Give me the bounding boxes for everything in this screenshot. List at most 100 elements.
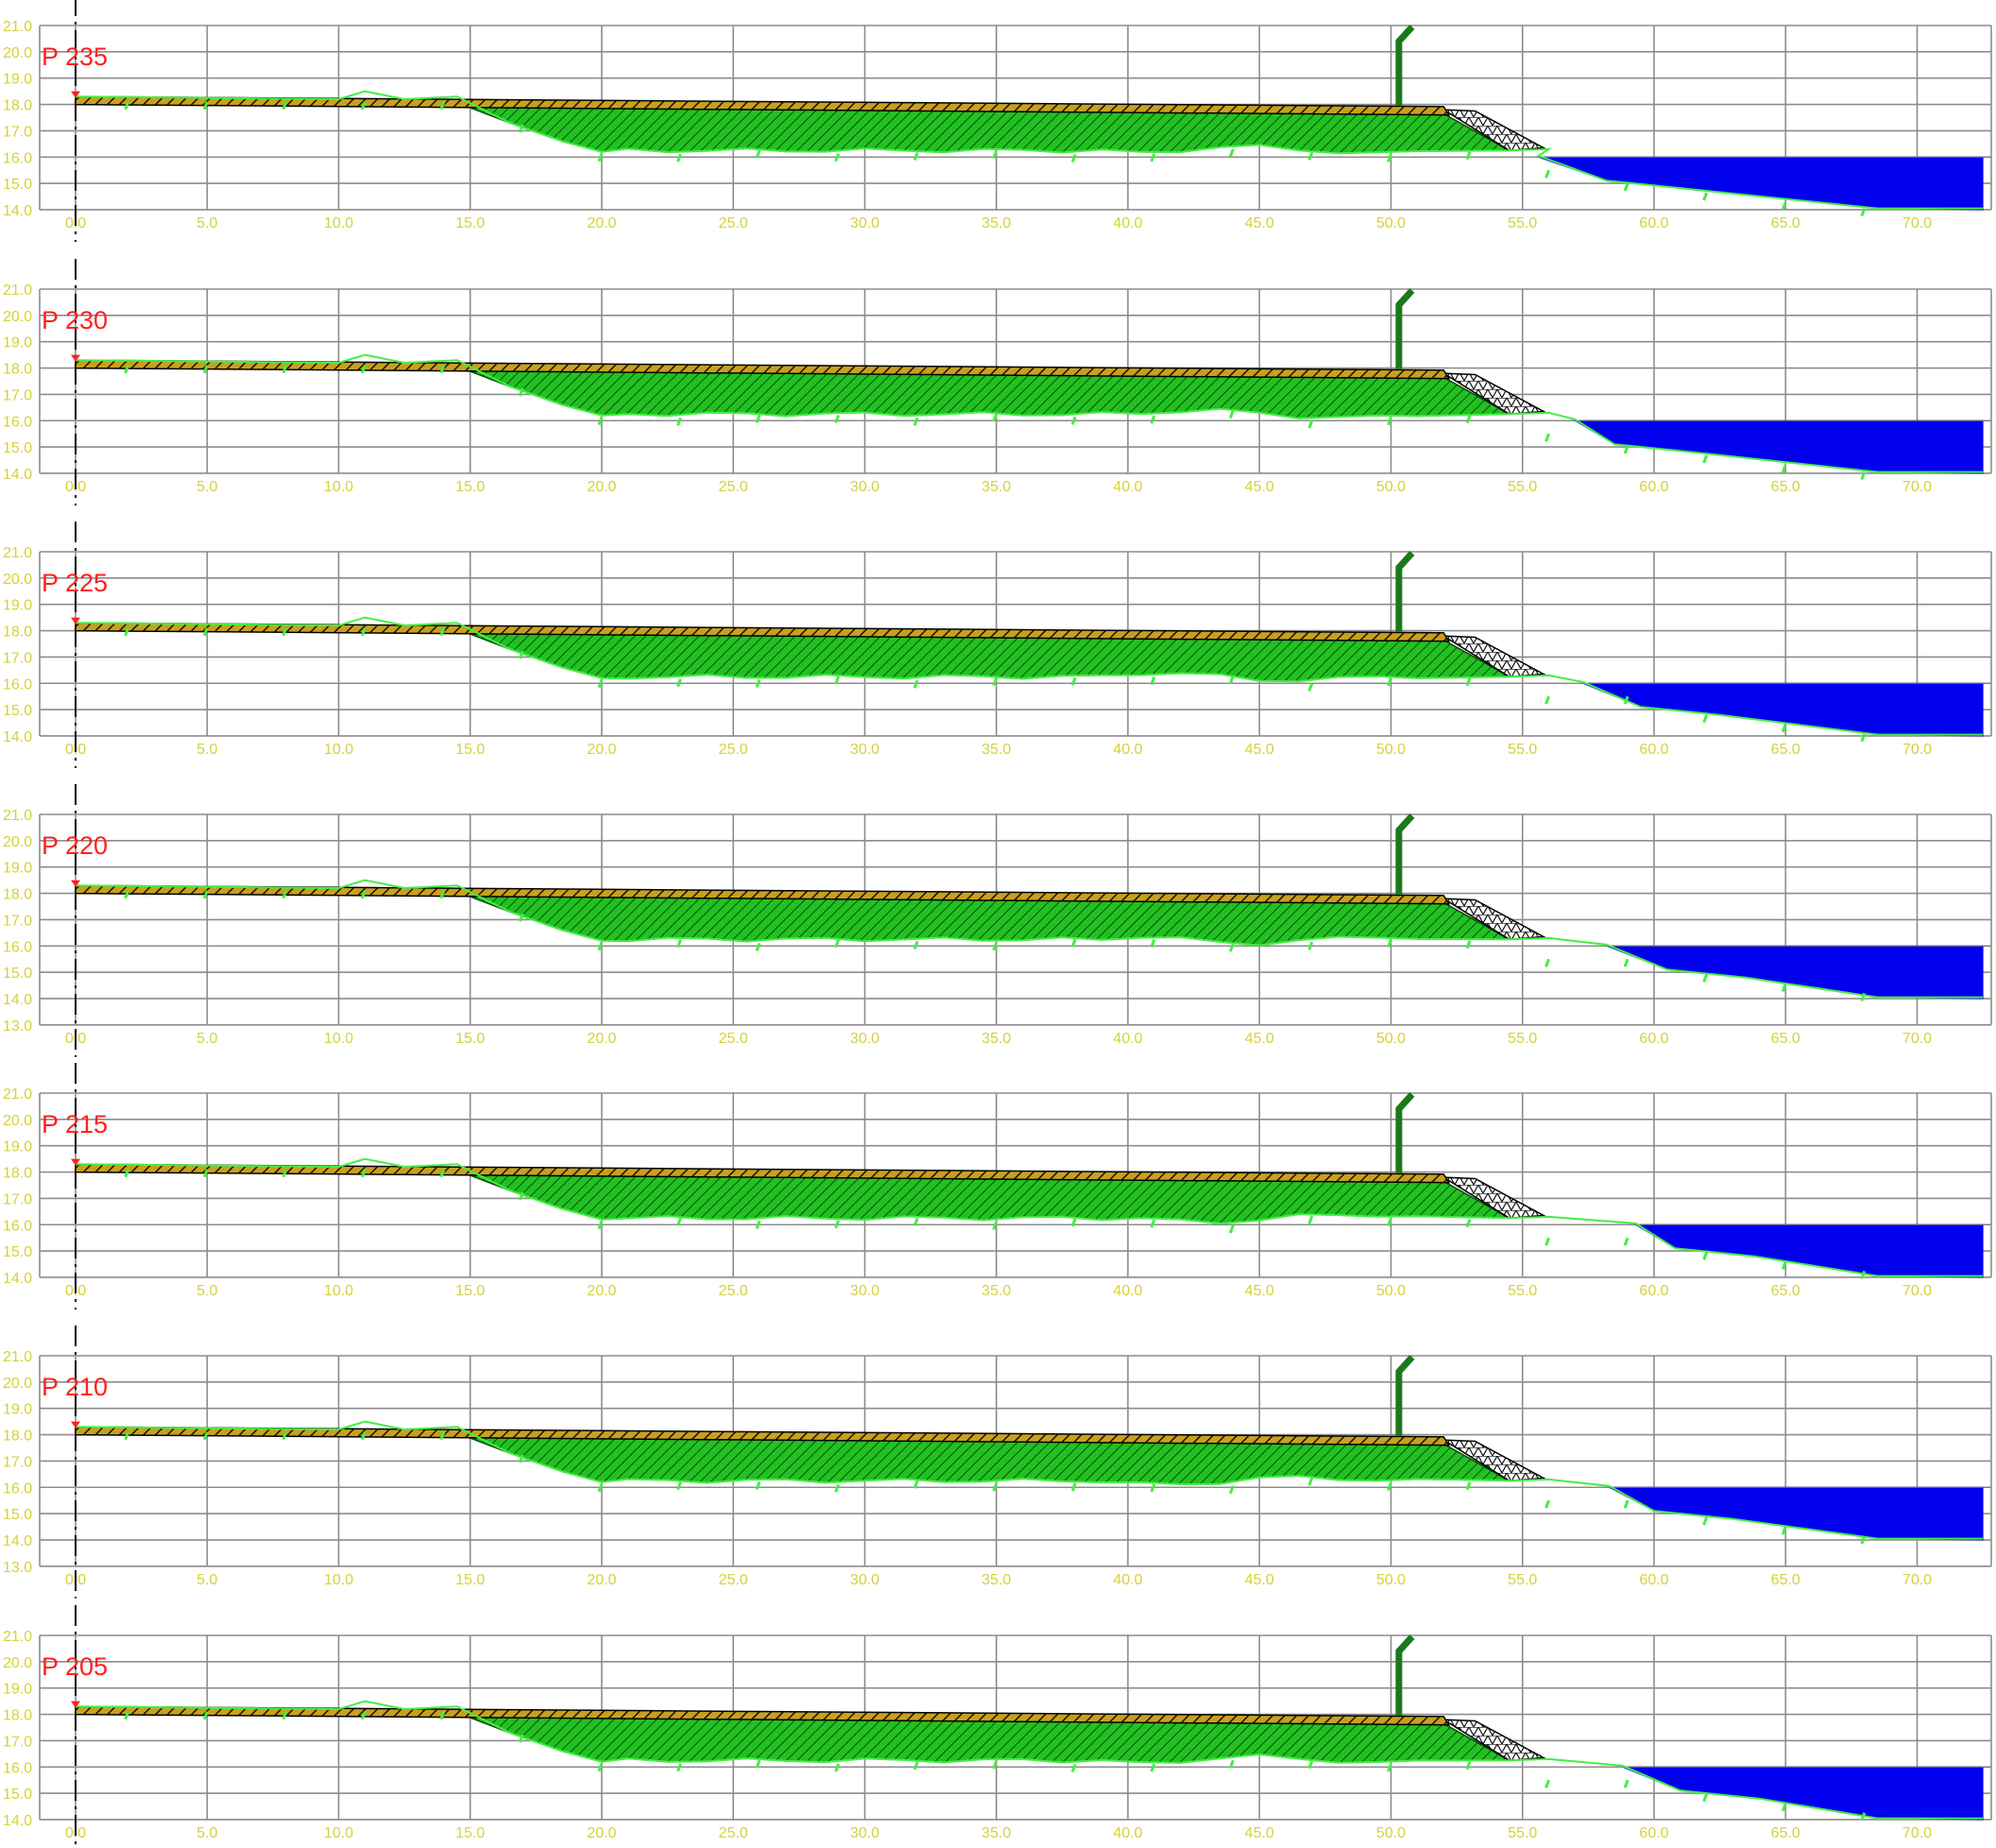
x-tick-label: 10.0 (324, 1825, 353, 1841)
ground-tick (834, 1220, 841, 1229)
y-tick-label: 19.0 (3, 72, 32, 88)
x-tick-label: 70.0 (1902, 1283, 1932, 1299)
existing-ground-line (75, 90, 1984, 210)
ground-tick (1307, 1477, 1314, 1486)
x-tick-label: 35.0 (981, 1825, 1011, 1841)
existing-ground-line (75, 616, 1984, 736)
ground-tick (676, 153, 682, 163)
ground-ticks (124, 1431, 1867, 1545)
ground-tick (1544, 1779, 1551, 1788)
y-tick-label: 21.0 (3, 545, 32, 561)
ground-tick (1070, 1218, 1077, 1227)
ground-tick (676, 1481, 682, 1491)
section-start-marker (71, 1158, 80, 1166)
ground-tick (1150, 939, 1156, 949)
ground-tick (124, 1169, 130, 1178)
y-tick-label: 19.0 (3, 1402, 32, 1418)
y-tick-label: 21.0 (3, 1629, 32, 1645)
ground-tick (1228, 1224, 1235, 1234)
x-tick-label: 45.0 (1245, 742, 1274, 758)
section-plot: 21.020.019.018.017.016.015.014.013.00.0 5… (3, 784, 1992, 1057)
ground-tick (1781, 983, 1787, 992)
ground-tick (992, 1221, 998, 1231)
x-tick-label: 65.0 (1771, 1825, 1800, 1841)
y-tick-label: 15.0 (3, 1787, 32, 1803)
ground-tick (1860, 733, 1867, 743)
x-tick-label: 30.0 (850, 742, 879, 758)
x-tick-label: 30.0 (850, 215, 879, 231)
x-tick-label: 40.0 (1113, 742, 1142, 758)
ground-tick (281, 627, 288, 637)
x-tick-label: 25.0 (719, 1031, 748, 1047)
y-tick-label: 16.0 (3, 1218, 32, 1234)
section-plot: 21.020.019.018.017.016.015.014.00.0 5.0 10… (3, 0, 1992, 242)
x-tick-label: 5.0 (196, 1031, 217, 1047)
ground-tick (1544, 695, 1551, 705)
cross-section-panel: 21.0 20.0 19.0 18.0 17.0 16.0 15.0 14.0 0.0 5.0 10… (0, 0, 1996, 242)
ground-tick (1465, 1219, 1472, 1228)
y-tick-label: 17.0 (3, 913, 32, 929)
existing-ground-line (75, 1420, 1984, 1540)
y-tick-label: 17.0 (3, 1734, 32, 1750)
ground-tick (1860, 1812, 1867, 1822)
riprap-slope (1441, 1439, 1546, 1482)
y-tick-label: 21.0 (3, 1349, 32, 1365)
y-tick-label: 17.0 (3, 124, 32, 140)
ground-tick (1150, 1483, 1156, 1493)
guardrail-post (1395, 813, 1415, 895)
ground-tick (913, 940, 919, 950)
y-tick-label: 18.0 (3, 362, 32, 378)
x-tick-label: 60.0 (1639, 1283, 1668, 1299)
x-tick-label: 10.0 (324, 1283, 353, 1299)
x-tick-label: 30.0 (850, 1825, 879, 1841)
ground-tick (1228, 1485, 1235, 1495)
ground-tick (360, 1711, 367, 1720)
x-tick-label: 25.0 (719, 1825, 748, 1841)
ground-tick (992, 1482, 998, 1492)
ground-tick (913, 1761, 919, 1771)
x-tick-label: 50.0 (1376, 742, 1406, 758)
ground-tick (1228, 676, 1235, 685)
ground-tick (1228, 410, 1235, 419)
x-tick-label: 30.0 (850, 1283, 879, 1299)
pavement-layer (75, 95, 1451, 116)
section-start-marker (71, 1421, 80, 1429)
x-tick-label: 55.0 (1508, 1283, 1537, 1299)
ground-tick (1150, 153, 1156, 163)
ground-tick (202, 890, 209, 899)
x-tick-label: 35.0 (981, 479, 1011, 495)
ground-tick (1860, 1270, 1867, 1279)
x-tick-label: 10.0 (324, 215, 353, 231)
y-tick-label: 19.0 (3, 335, 32, 351)
ground-tick (439, 1711, 446, 1720)
ground-tick (1150, 1763, 1156, 1772)
ground-tick (439, 101, 446, 111)
x-tick-label: 20.0 (587, 1825, 616, 1841)
ground-tick (1070, 1763, 1077, 1772)
x-tick-label: 40.0 (1113, 1031, 1142, 1047)
x-tick-label: 70.0 (1902, 1572, 1932, 1588)
ground-ticks (124, 1711, 1867, 1822)
x-tick-label: 55.0 (1508, 479, 1537, 495)
section-title: P 235 (42, 43, 109, 71)
ground-tick (755, 414, 761, 423)
section-plot: 21.020.019.018.017.016.015.014.013.00.0 5… (3, 1326, 1992, 1599)
x-tick-label: 20.0 (587, 479, 616, 495)
ground-tick (597, 942, 604, 951)
ground-tick (597, 1483, 604, 1493)
x-tick-label: 65.0 (1771, 215, 1800, 231)
guardrail-post (1395, 1355, 1415, 1436)
ground-tick (1702, 1251, 1709, 1260)
x-tick-label: 35.0 (981, 1572, 1011, 1588)
y-tick-label: 14.0 (3, 729, 32, 745)
guardrail-post (1395, 1092, 1415, 1173)
ground-tick (1228, 1759, 1235, 1769)
ground-tick (439, 890, 446, 899)
x-tick-label: 25.0 (719, 1572, 748, 1588)
x-tick-label: 40.0 (1113, 1825, 1142, 1841)
ground-tick (1702, 714, 1709, 724)
x-tick-label: 40.0 (1113, 479, 1142, 495)
x-tick-label: 45.0 (1245, 215, 1274, 231)
ground-tick (1544, 433, 1551, 442)
section-plot: 21.020.019.018.017.016.015.014.00.0 5.0 10… (3, 259, 1992, 505)
